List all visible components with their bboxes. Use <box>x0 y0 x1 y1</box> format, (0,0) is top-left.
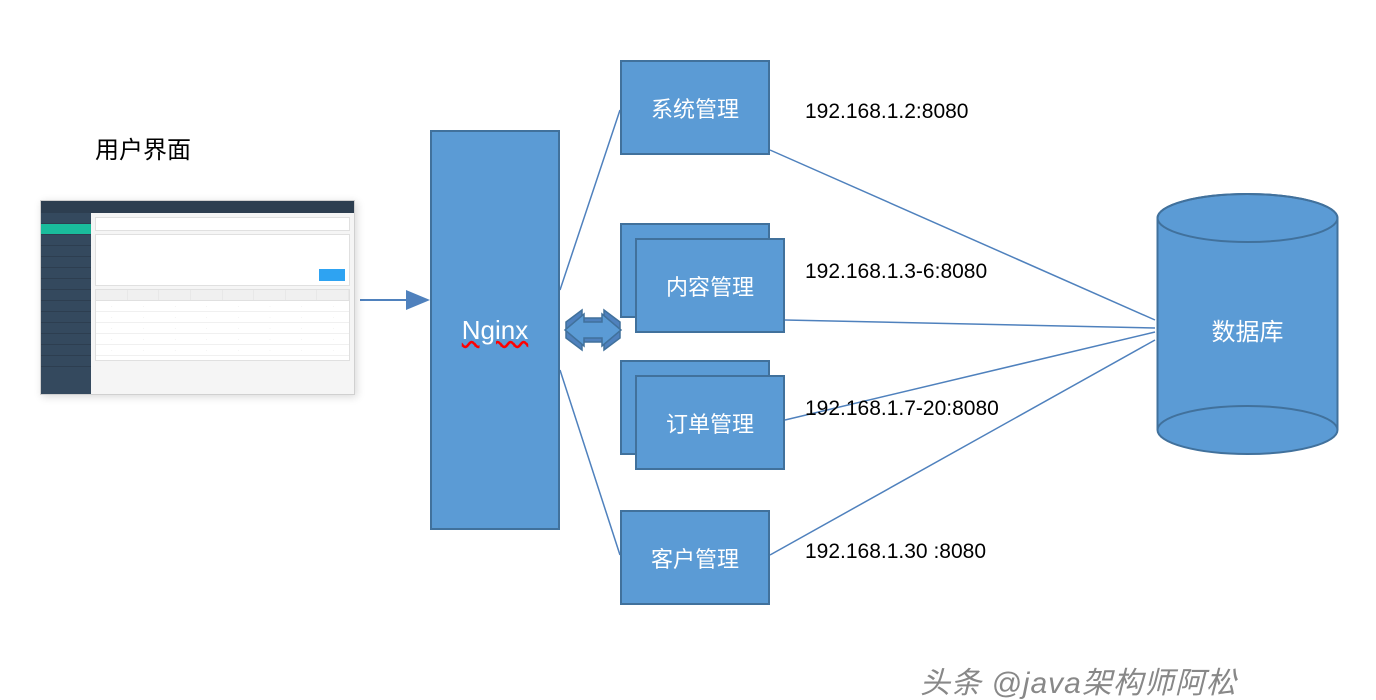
service-box-2: 订单管理 <box>635 375 785 470</box>
database-label: 数据库 <box>1212 319 1284 346</box>
service-ip-0: 192.168.1.2:8080 <box>805 100 969 124</box>
service-box-0: 系统管理 <box>620 60 770 155</box>
arrow-nginx-services <box>565 310 621 350</box>
line-svc1-db <box>785 320 1155 328</box>
service-label-2: 订单管理 <box>666 407 754 439</box>
service-box-1: 内容管理 <box>635 238 785 333</box>
ui-screenshot: ········ ········ ········ ········ ····… <box>40 200 355 395</box>
line-svc0-db <box>770 150 1155 320</box>
nginx-box: Nginx <box>430 130 560 530</box>
line-nginx-svc3 <box>560 370 620 555</box>
service-ip-2: 192.168.1.7-20:8080 <box>805 397 999 421</box>
nginx-label: Nginx <box>462 315 528 346</box>
service-label-0: 系统管理 <box>651 92 739 124</box>
line-nginx-svc0 <box>560 110 620 290</box>
service-label-3: 客户管理 <box>651 542 739 574</box>
ui-title: 用户界面 <box>95 130 191 165</box>
database-cylinder: 数据库 <box>1155 192 1340 456</box>
service-ip-1: 192.168.1.3-6:8080 <box>805 260 987 284</box>
service-ip-3: 192.168.1.30 :8080 <box>805 540 986 564</box>
service-label-1: 内容管理 <box>666 270 754 302</box>
service-box-3: 客户管理 <box>620 510 770 605</box>
watermark: 头条 @java架构师阿松 <box>920 658 1237 700</box>
line-svc3-db <box>770 340 1155 555</box>
